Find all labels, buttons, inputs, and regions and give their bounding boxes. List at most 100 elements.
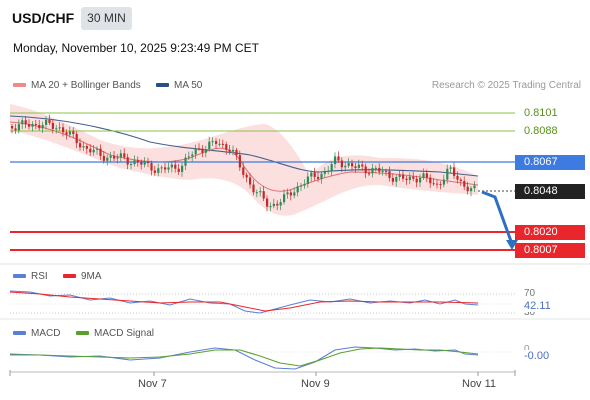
macd-zero-label: 0 [524,344,530,350]
candle-body [235,149,238,156]
candle-body [398,174,401,178]
candle-body [11,126,14,129]
candle-body [425,173,428,178]
candle-body [385,170,388,172]
candle-body [300,185,303,187]
candle-body [14,128,17,131]
candle-body [453,167,456,176]
macd-signal-swatch [76,331,89,336]
candle-body [55,128,58,130]
candle-body [194,148,197,155]
candle-body [228,149,231,152]
symbol-title[interactable]: USD/CHF [12,10,75,26]
candle-body [351,163,354,167]
candle-body [68,131,71,135]
candle-body [75,133,78,144]
candle-body [184,157,187,166]
macd-line [9,346,479,370]
candle-body [361,164,364,167]
level-tag-0.8007: 0.8007 [515,243,585,258]
candle-body [412,176,415,179]
candle-body [31,124,34,127]
candle-body [174,164,177,169]
candle-body [218,143,221,145]
candle-body [293,192,296,196]
current-price-tag: 0.8048 [515,184,585,199]
interval-button[interactable]: 30 MIN [81,7,132,30]
candle-body [439,184,442,186]
ma20-swatch [13,83,26,88]
candle-body [187,156,190,158]
candle-body [225,144,228,150]
legend-ma50-label: MA 50 [174,80,203,91]
candle-body [65,132,68,135]
candle-body [378,167,381,172]
forecast-arrow [481,190,514,245]
candle-body [157,168,160,173]
candle-body [215,141,218,144]
candle-body [442,179,445,185]
candle-body [436,183,439,185]
candle-body [24,120,27,125]
candle-body [85,146,88,149]
candle-body [459,179,462,181]
level-tag-0.8067: 0.8067 [515,155,585,170]
candle-body [119,153,122,158]
x-label-nov7: Nov 7 [138,378,167,390]
candle-body [249,177,252,185]
candle-body [109,155,112,158]
candle-body [449,167,452,169]
candle-body [242,167,245,175]
candle-body [347,163,350,166]
candle-body [296,186,299,193]
ma50-swatch [156,83,169,88]
x-label-nov11: Nov 11 [462,378,497,390]
candle-body [391,177,394,182]
candle-body [446,168,449,180]
candle-body [113,155,116,159]
candle-body [150,163,153,171]
rsi-value: 42.11 [524,300,551,312]
candle-body [143,161,146,165]
ma50-line [9,115,479,177]
candle-body [269,206,272,208]
candle-body [198,148,201,150]
legend-macd-signal-label: MACD Signal [94,328,155,339]
candle-body [466,186,469,192]
candle-body [211,141,214,143]
candle-body [204,149,207,153]
candle-body [82,146,85,148]
candle-body [170,164,173,168]
candle-body [395,177,398,182]
candle-body [89,148,92,153]
candle-body [252,184,255,193]
candle-body [147,161,150,164]
candle-body [313,172,316,177]
legend-rsi: RSI [13,271,48,282]
candle-body [470,188,473,192]
legend-rsi-label: RSI [31,271,48,282]
candle-body [402,174,405,179]
macd-swatch [13,331,26,336]
candle-body [245,174,248,178]
bollinger-band [10,104,478,216]
x-label-nov9: Nov 9 [301,378,330,390]
candle-body [79,143,82,148]
candle-body [177,168,180,172]
candle-body [286,192,289,195]
candle-body [160,167,163,169]
candle-body [337,156,340,161]
legend-ma50: MA 50 [156,80,202,91]
candle-body [327,170,330,172]
legend-ma20-bollinger: MA 20 + Bollinger Bands [13,80,141,91]
candle-body [303,184,306,186]
candle-body [432,183,435,185]
candle-body [106,157,109,161]
candle-body [92,149,95,153]
candle-body [102,155,105,161]
candle-body [334,156,337,165]
candle-body [330,164,333,171]
candle-body [221,143,224,145]
candle-body [51,123,54,129]
